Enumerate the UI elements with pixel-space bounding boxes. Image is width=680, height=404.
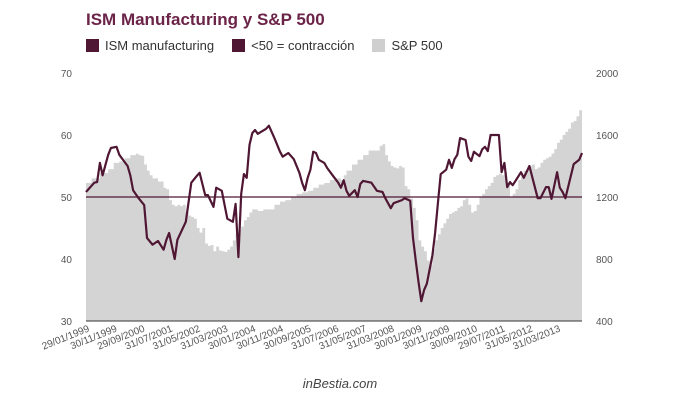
y-left-tick-label: 30 bbox=[61, 317, 73, 328]
legend-item-contraction: <50 = contracción bbox=[232, 38, 354, 53]
legend-item-ism: ISM manufacturing bbox=[86, 38, 214, 53]
y-right-tick-label: 1200 bbox=[596, 193, 619, 204]
y-left-tick-label: 60 bbox=[61, 131, 73, 142]
ism-line bbox=[85, 124, 584, 303]
legend-label-ism: ISM manufacturing bbox=[105, 38, 215, 53]
legend: ISM manufacturing <50 = contracción S&P … bbox=[86, 38, 461, 53]
chart-title: ISM Manufacturing y S&P 500 bbox=[86, 10, 325, 29]
y-right-tick-label: 800 bbox=[596, 255, 613, 266]
y-left-tick-label: 70 bbox=[61, 69, 73, 80]
sp500-area bbox=[86, 102, 582, 321]
y-left-tick-label: 50 bbox=[61, 193, 73, 204]
y-right-tick-label: 2000 bbox=[596, 69, 619, 80]
legend-swatch-ism bbox=[86, 39, 99, 52]
y-left-tick-label: 40 bbox=[61, 255, 73, 266]
source-footer: inBestia.com bbox=[302, 376, 378, 391]
legend-item-sp500: S&P 500 bbox=[372, 38, 443, 53]
legend-swatch-sp500 bbox=[372, 39, 386, 52]
y-right-tick-label: 1600 bbox=[596, 131, 619, 142]
y-right-tick-label: 400 bbox=[596, 317, 613, 328]
legend-label-contraction: <50 = contracción bbox=[251, 38, 355, 53]
legend-swatch-contraction bbox=[232, 39, 246, 52]
legend-label-sp500: S&P 500 bbox=[391, 38, 443, 53]
